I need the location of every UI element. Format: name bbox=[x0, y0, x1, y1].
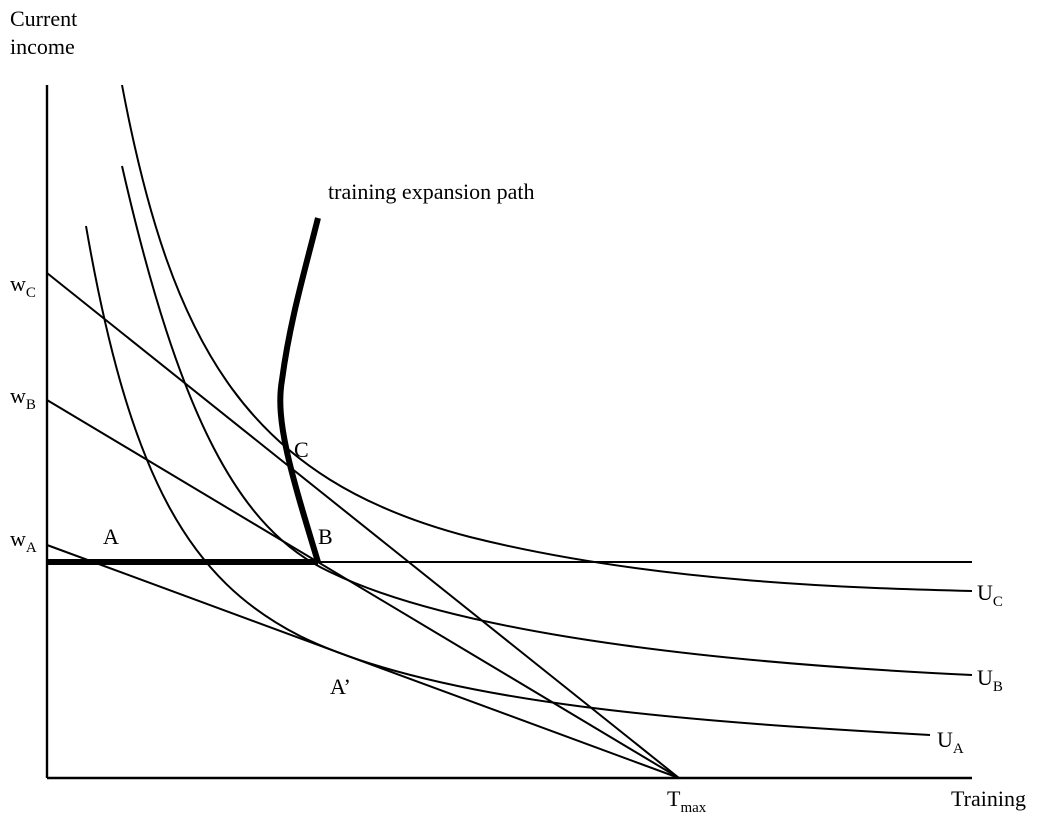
wage-label-wb: wB bbox=[10, 383, 36, 413]
y-axis-label-line2: income bbox=[10, 34, 75, 59]
wage-label-wc: wC bbox=[10, 271, 36, 301]
curve-label-uc: UC bbox=[977, 580, 1003, 610]
indifference-curve-ub bbox=[121, 165, 973, 676]
t-max-label: Tmax bbox=[667, 786, 707, 816]
point-label-c: C bbox=[294, 437, 309, 462]
budget-line-b bbox=[46, 399, 680, 779]
point-label-b: B bbox=[318, 524, 333, 549]
wage-label-wa: wA bbox=[10, 526, 37, 556]
curve-label-ua: UA bbox=[937, 727, 964, 757]
budget-line-c bbox=[46, 272, 680, 779]
curve-label-ub: UB bbox=[977, 665, 1003, 695]
point-label-a-prime: A’ bbox=[330, 674, 351, 699]
y-axis-label-line1: Current bbox=[10, 6, 77, 31]
point-label-a: A bbox=[103, 524, 119, 549]
x-axis-label: Training bbox=[951, 786, 1026, 811]
indifference-curve-ua bbox=[85, 225, 931, 736]
training-expansion-path bbox=[277, 217, 321, 563]
indifference-curve-uc bbox=[121, 84, 973, 592]
expansion-path-label: training expansion path bbox=[328, 179, 535, 204]
